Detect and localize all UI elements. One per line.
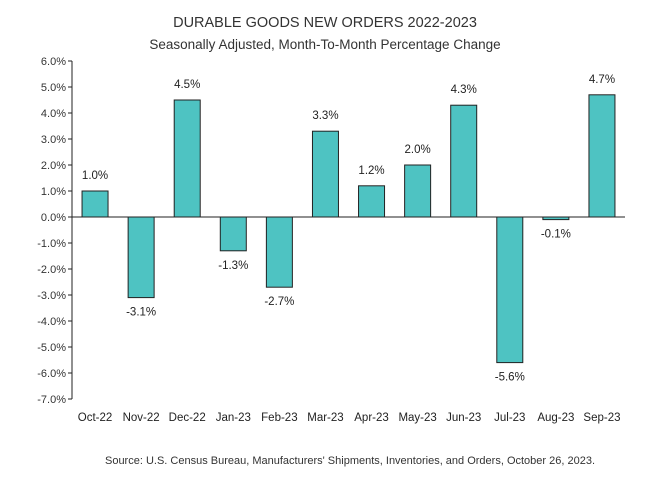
bar-jan-23	[219, 216, 247, 252]
bar-jun-23	[450, 104, 478, 218]
category-label: Oct-22	[78, 412, 113, 424]
bar-aug-23	[542, 216, 570, 221]
category-label: Nov-22	[123, 412, 160, 424]
category-label: Dec-22	[169, 412, 206, 424]
data-label: 4.7%	[589, 74, 615, 86]
y-tick-label: 2.0%	[41, 160, 66, 172]
chart-subtitle: Seasonally Adjusted, Month-To-Month Perc…	[149, 37, 500, 52]
y-tick-label: 1.0%	[41, 186, 66, 198]
y-tick-label: 4.0%	[41, 108, 66, 120]
data-label: 4.5%	[174, 79, 200, 91]
category-label: Jul-23	[494, 412, 525, 424]
data-label: -0.1%	[541, 229, 571, 241]
category-label: Jan-23	[216, 412, 251, 424]
category-label: Mar-23	[307, 412, 343, 424]
bars	[81, 94, 616, 364]
category-label: Sep-23	[583, 412, 620, 424]
chart-title: DURABLE GOODS NEW ORDERS 2022-2023	[173, 15, 477, 31]
chart-source: Source: U.S. Census Bureau, Manufacturer…	[105, 455, 595, 467]
data-labels: 1.0% -3.1% 4.5% -1.3% -2.7% 3.3% 1.2% 2.0% 4.3% -…	[82, 74, 615, 384]
y-tick-label: -1.0%	[37, 238, 66, 250]
y-tick-label: 0.0%	[41, 212, 66, 224]
category-label: Apr-23	[354, 412, 389, 424]
data-label: -3.1%	[126, 307, 156, 319]
bar-apr-23	[358, 185, 386, 218]
data-label: -1.3%	[218, 260, 248, 272]
bar-jul-23	[496, 216, 524, 364]
category-label: Aug-23	[537, 412, 574, 424]
bar-nov-22	[127, 216, 155, 299]
y-tick-label: -3.0%	[37, 290, 66, 302]
y-tick-label: 6.0%	[41, 56, 66, 68]
category-label: Feb-23	[261, 412, 297, 424]
data-label: 3.3%	[312, 110, 338, 122]
data-label: -2.7%	[264, 296, 294, 308]
category-label: Jun-23	[446, 412, 481, 424]
y-tick-label: -6.0%	[37, 368, 66, 380]
bar-feb-23	[265, 216, 293, 288]
data-label: -5.6%	[495, 372, 525, 384]
y-tick-label: 3.0%	[41, 134, 66, 146]
x-axis-categories: Oct-22 Nov-22 Dec-22 Jan-23 Feb-23 Mar-23 Apr-…	[78, 412, 621, 424]
bar-mar-23	[311, 130, 339, 218]
bar-dec-22	[173, 99, 201, 218]
bar-oct-22	[81, 190, 109, 218]
bar-may-23	[404, 164, 432, 218]
data-label: 2.0%	[405, 144, 431, 156]
y-tick-label: -7.0%	[37, 394, 66, 406]
bar-sep-23	[588, 94, 616, 218]
y-tick-label: -5.0%	[37, 342, 66, 354]
data-label: 1.2%	[358, 165, 384, 177]
category-label: May-23	[398, 412, 436, 424]
data-label: 1.0%	[82, 170, 108, 182]
data-label: 4.3%	[451, 84, 477, 96]
y-axis: 6.0% 5.0% 4.0% 3.0% 2.0% 1.0% 0.0% -1.0% -2.0% -3…	[37, 56, 625, 406]
y-tick-label: -4.0%	[37, 316, 66, 328]
y-tick-label: 5.0%	[41, 82, 66, 94]
y-tick-label: -2.0%	[37, 264, 66, 276]
